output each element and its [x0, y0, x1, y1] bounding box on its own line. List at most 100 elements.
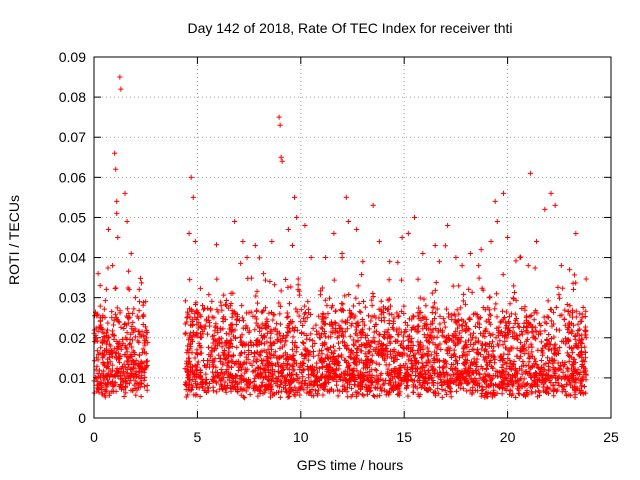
data-point [488, 238, 494, 245]
data-point [386, 333, 393, 340]
data-point [270, 311, 276, 317]
data-point [526, 322, 532, 328]
data-point [197, 342, 203, 349]
data-point [341, 386, 348, 392]
data-point [342, 320, 349, 326]
data-point [569, 372, 575, 378]
data-point [321, 358, 327, 365]
data-point [350, 392, 356, 398]
data-point [368, 339, 374, 346]
data-point [320, 385, 327, 391]
data-point [369, 379, 376, 385]
data-point [323, 254, 329, 261]
data-point [349, 367, 355, 373]
data-point [334, 335, 340, 341]
data-point [278, 154, 284, 160]
data-point [109, 388, 115, 394]
data-point [360, 298, 367, 305]
data-point [271, 312, 277, 318]
data-point [279, 364, 285, 370]
data-point [548, 379, 554, 386]
data-point [115, 234, 121, 241]
data-point [423, 326, 430, 332]
data-point [376, 238, 382, 245]
data-point [137, 275, 144, 281]
data-point [116, 339, 122, 345]
data-point [294, 327, 301, 333]
data-point [197, 285, 204, 292]
data-point [213, 364, 219, 370]
data-point [310, 348, 317, 355]
data-point [422, 380, 428, 387]
data-point [271, 327, 277, 333]
data-point [240, 318, 247, 324]
data-point [316, 348, 322, 354]
data-point [403, 385, 409, 391]
data-point [442, 324, 448, 330]
data-point [454, 361, 461, 367]
data-point [141, 349, 148, 355]
data-point [462, 320, 469, 326]
data-point [276, 114, 282, 120]
data-point [354, 226, 360, 233]
data-point [252, 388, 258, 394]
data-point [429, 374, 435, 380]
data-point [184, 369, 191, 375]
data-point [213, 242, 220, 248]
data-point [138, 376, 144, 382]
data-point [365, 313, 372, 319]
data-point [421, 296, 427, 302]
data-point [116, 319, 122, 325]
data-point [387, 340, 393, 346]
data-point [241, 359, 247, 365]
data-point [260, 271, 267, 277]
data-point [141, 383, 147, 390]
data-point [260, 391, 266, 397]
data-point [290, 367, 296, 373]
data-point [554, 387, 560, 393]
data-point [520, 380, 526, 386]
data-point [362, 304, 368, 310]
data-point [327, 344, 334, 351]
data-point [294, 309, 300, 315]
data-point [254, 316, 260, 322]
data-point [374, 373, 380, 379]
data-point [126, 315, 132, 321]
data-point [223, 341, 229, 347]
data-point [199, 379, 206, 385]
data-point [288, 372, 294, 379]
data-point [457, 330, 463, 336]
data-point [477, 315, 483, 321]
data-point [397, 367, 403, 374]
data-point [129, 337, 136, 343]
data-point [477, 330, 484, 337]
data-point [123, 345, 129, 351]
data-point [263, 325, 269, 331]
data-point [470, 384, 476, 391]
data-point [470, 311, 477, 317]
data-point [464, 380, 470, 386]
data-point [214, 276, 220, 282]
data-point [573, 308, 579, 314]
data-point [301, 387, 307, 393]
data-point [286, 393, 293, 399]
data-point [328, 386, 335, 392]
data-point [205, 385, 212, 391]
data-point [331, 277, 337, 283]
data-point [109, 309, 115, 315]
data-point [245, 384, 251, 391]
data-point [344, 389, 350, 395]
data-point [136, 381, 142, 387]
data-point [248, 275, 255, 281]
data-point [456, 322, 462, 328]
data-point [358, 334, 364, 341]
data-point [226, 377, 232, 383]
data-point [134, 313, 140, 319]
data-point [122, 384, 129, 390]
data-point [416, 377, 422, 384]
data-point [100, 339, 106, 345]
data-point [141, 337, 147, 343]
data-point [269, 367, 276, 373]
data-point [277, 122, 283, 128]
data-point [94, 312, 100, 318]
